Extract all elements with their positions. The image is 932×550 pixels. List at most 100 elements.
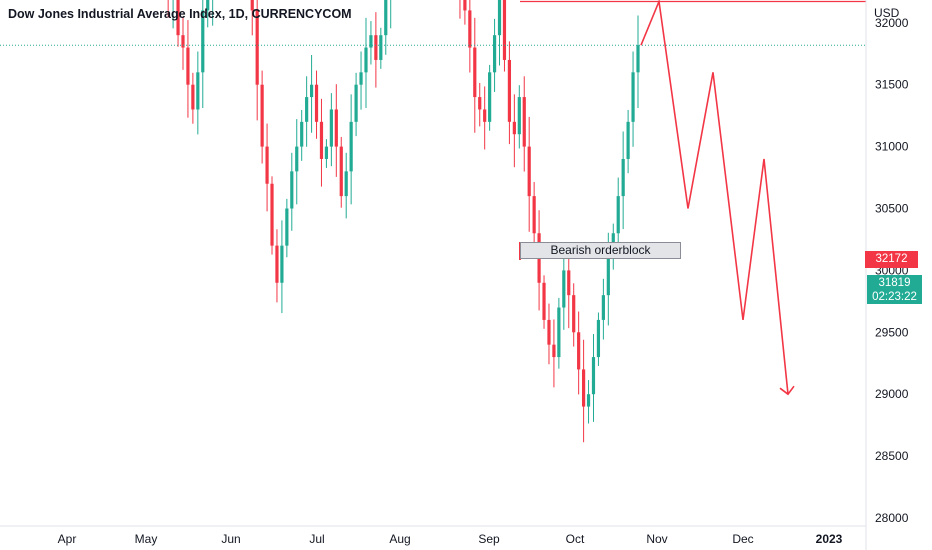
candle[interactable] <box>339 136 343 208</box>
candle[interactable] <box>191 72 195 124</box>
candle[interactable] <box>527 116 531 232</box>
candle[interactable] <box>167 0 170 18</box>
candle[interactable] <box>324 139 329 168</box>
candle[interactable] <box>186 20 190 118</box>
candle[interactable] <box>275 229 279 303</box>
candle[interactable] <box>522 76 526 172</box>
time-tick-label: Aug <box>389 532 410 546</box>
candle[interactable] <box>334 84 338 177</box>
candle[interactable] <box>369 21 373 65</box>
candle[interactable] <box>581 339 586 443</box>
candle[interactable] <box>309 54 314 133</box>
candle[interactable] <box>285 198 289 258</box>
time-tick-label: Jul <box>309 532 324 546</box>
candle[interactable] <box>280 220 284 314</box>
candle[interactable] <box>468 0 472 73</box>
candle-body <box>260 84 264 147</box>
candle[interactable] <box>290 152 294 231</box>
price-tick-label: 30500 <box>875 202 909 216</box>
candle[interactable] <box>384 0 388 55</box>
candle-body <box>344 171 348 197</box>
candle[interactable] <box>354 72 358 137</box>
price-tick-label: 29500 <box>875 325 909 339</box>
candle[interactable] <box>196 51 200 135</box>
candle[interactable] <box>492 18 497 92</box>
candle-body <box>196 72 200 110</box>
candle[interactable] <box>621 131 625 230</box>
candle[interactable] <box>512 94 516 168</box>
candle[interactable] <box>295 119 299 205</box>
candle[interactable] <box>255 0 259 121</box>
candle[interactable] <box>507 41 512 145</box>
candle[interactable] <box>631 51 635 147</box>
candle[interactable] <box>552 319 556 388</box>
candle-body <box>473 47 477 98</box>
orderblock-price-badge: 32172 <box>865 251 918 268</box>
candle[interactable] <box>577 311 581 395</box>
candles-layer <box>167 0 640 443</box>
candle[interactable] <box>344 152 348 219</box>
candle-body <box>591 357 596 395</box>
candle[interactable] <box>389 0 392 29</box>
candle[interactable] <box>473 17 477 133</box>
candle[interactable] <box>547 303 551 365</box>
candle[interactable] <box>305 76 309 147</box>
candle[interactable] <box>502 0 507 72</box>
candle[interactable] <box>537 210 541 311</box>
candle[interactable] <box>478 82 482 127</box>
candle-body <box>186 47 190 85</box>
candle[interactable] <box>379 27 383 69</box>
candle[interactable] <box>359 51 363 110</box>
candle-body <box>512 121 516 135</box>
projection-path[interactable] <box>640 0 789 395</box>
candle-body <box>300 121 304 147</box>
candle[interactable] <box>250 0 254 36</box>
candle-body <box>557 307 561 358</box>
candle[interactable] <box>349 94 353 205</box>
candle[interactable] <box>374 12 378 88</box>
candle[interactable] <box>626 109 630 174</box>
candle[interactable] <box>260 70 264 164</box>
candle[interactable] <box>181 16 185 70</box>
candle[interactable] <box>364 17 368 108</box>
candle[interactable] <box>596 312 601 366</box>
candle[interactable] <box>172 0 175 29</box>
candle[interactable] <box>458 0 461 19</box>
candle-body <box>636 45 640 73</box>
candle-body <box>581 369 586 407</box>
candle[interactable] <box>562 251 566 330</box>
candle[interactable] <box>532 182 536 251</box>
orderblock-label[interactable]: Bearish orderblock <box>520 242 681 259</box>
candle[interactable] <box>329 93 333 167</box>
candle-body <box>502 0 507 60</box>
candle[interactable] <box>211 0 214 26</box>
candle[interactable] <box>636 15 640 108</box>
candle[interactable] <box>319 98 324 187</box>
candle[interactable] <box>270 176 274 255</box>
time-axis[interactable]: Apr May Jun Jul Aug Sep Oct Nov Dec 2023 <box>0 525 866 546</box>
candle-body <box>280 245 284 283</box>
candle[interactable] <box>488 64 492 131</box>
candle[interactable] <box>497 0 502 66</box>
candle[interactable] <box>601 278 605 340</box>
candle[interactable] <box>517 85 521 149</box>
candle[interactable] <box>201 0 205 108</box>
candle-body <box>567 270 571 296</box>
candle-body <box>255 10 259 85</box>
candle[interactable] <box>314 70 319 139</box>
candle-body <box>265 146 269 184</box>
candle-body <box>270 183 274 246</box>
candle[interactable] <box>586 380 591 424</box>
candle[interactable] <box>591 334 596 422</box>
candle[interactable] <box>542 275 546 329</box>
candle[interactable] <box>300 109 304 161</box>
candle[interactable] <box>265 123 269 212</box>
candle[interactable] <box>557 297 561 369</box>
candle-body <box>250 0 254 11</box>
candle[interactable] <box>572 283 576 347</box>
candle[interactable] <box>483 86 487 150</box>
candle[interactable] <box>206 0 210 28</box>
candle[interactable] <box>176 0 180 47</box>
candle[interactable] <box>463 0 467 25</box>
